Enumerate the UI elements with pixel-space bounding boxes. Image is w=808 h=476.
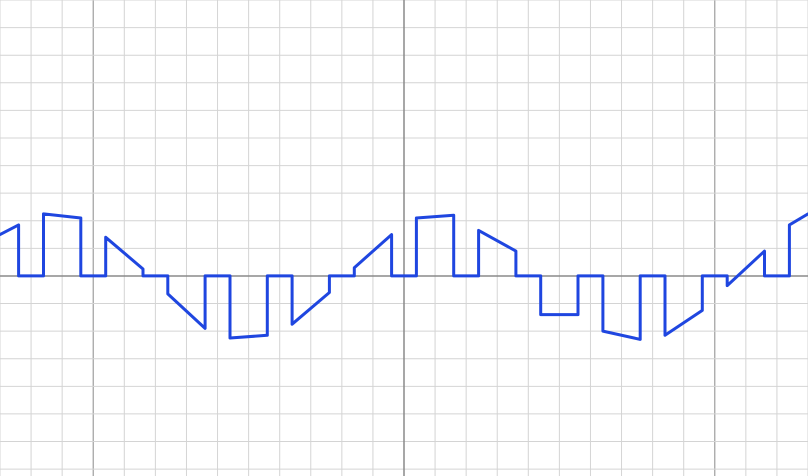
series-layer <box>0 212 808 341</box>
series-line-1 <box>0 212 808 341</box>
